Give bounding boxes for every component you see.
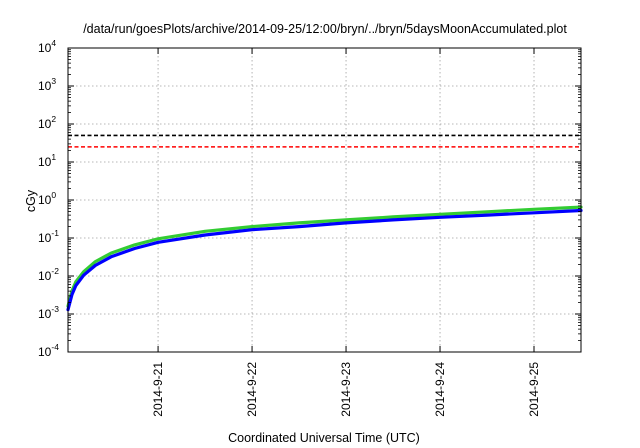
- y-tick-base: 10: [38, 345, 52, 359]
- y-tick-label: 10-4: [38, 342, 59, 359]
- y-tick-base: 10: [38, 117, 52, 131]
- x-tick-label: 2014-9-24: [433, 362, 447, 417]
- x-tick-label: 2014-9-23: [339, 362, 353, 417]
- y-tick-base: 10: [38, 269, 52, 283]
- grid: [68, 48, 581, 352]
- chart-title: /data/run/goesPlots/archive/2014-09-25/1…: [83, 22, 567, 36]
- y-tick-base: 10: [38, 231, 52, 245]
- x-axis-tick-labels: 2014-9-21 2014-9-22 2014-9-23 2014-9-24 2014…: [151, 362, 541, 417]
- y-tick-label: 102: [38, 114, 56, 131]
- y-tick-exponent: 0: [51, 190, 56, 200]
- y-tick-base: 10: [38, 193, 52, 207]
- reference-lines: [68, 134, 581, 148]
- y-tick-base: 10: [38, 155, 52, 169]
- series-line: [66, 205, 583, 308]
- y-tick-label: 104: [38, 38, 56, 55]
- series-line: [66, 208, 583, 312]
- y-tick-exponent: 3: [51, 76, 56, 86]
- x-tick-label: 2014-9-22: [245, 362, 259, 417]
- y-tick-exponent: 2: [51, 114, 56, 124]
- y-tick-exponent: 1: [51, 152, 56, 162]
- y-tick-exponent: -1: [51, 228, 59, 238]
- y-tick-base: 10: [38, 79, 52, 93]
- y-tick-exponent: -4: [51, 342, 59, 352]
- y-tick-base: 10: [38, 307, 52, 321]
- y-tick-base: 10: [38, 41, 52, 55]
- y-axis-label: cGy: [24, 189, 38, 212]
- x-axis-label: Coordinated Universal Time (UTC): [228, 431, 420, 445]
- y-tick-exponent: -2: [51, 266, 59, 276]
- y-tick-label: 103: [38, 76, 56, 93]
- x-tick-label: 2014-9-25: [527, 362, 541, 417]
- series-lines: [66, 205, 583, 312]
- y-tick-label: 100: [38, 190, 56, 207]
- y-tick-label: 10-1: [38, 228, 59, 245]
- y-tick-exponent: -3: [51, 304, 59, 314]
- y-tick-exponent: 4: [51, 38, 56, 48]
- y-tick-label: 101: [38, 152, 56, 169]
- axis-ticks: [68, 47, 581, 353]
- y-tick-label: 10-3: [38, 304, 59, 321]
- y-tick-label: 10-2: [38, 266, 59, 283]
- x-tick-label: 2014-9-21: [151, 362, 165, 417]
